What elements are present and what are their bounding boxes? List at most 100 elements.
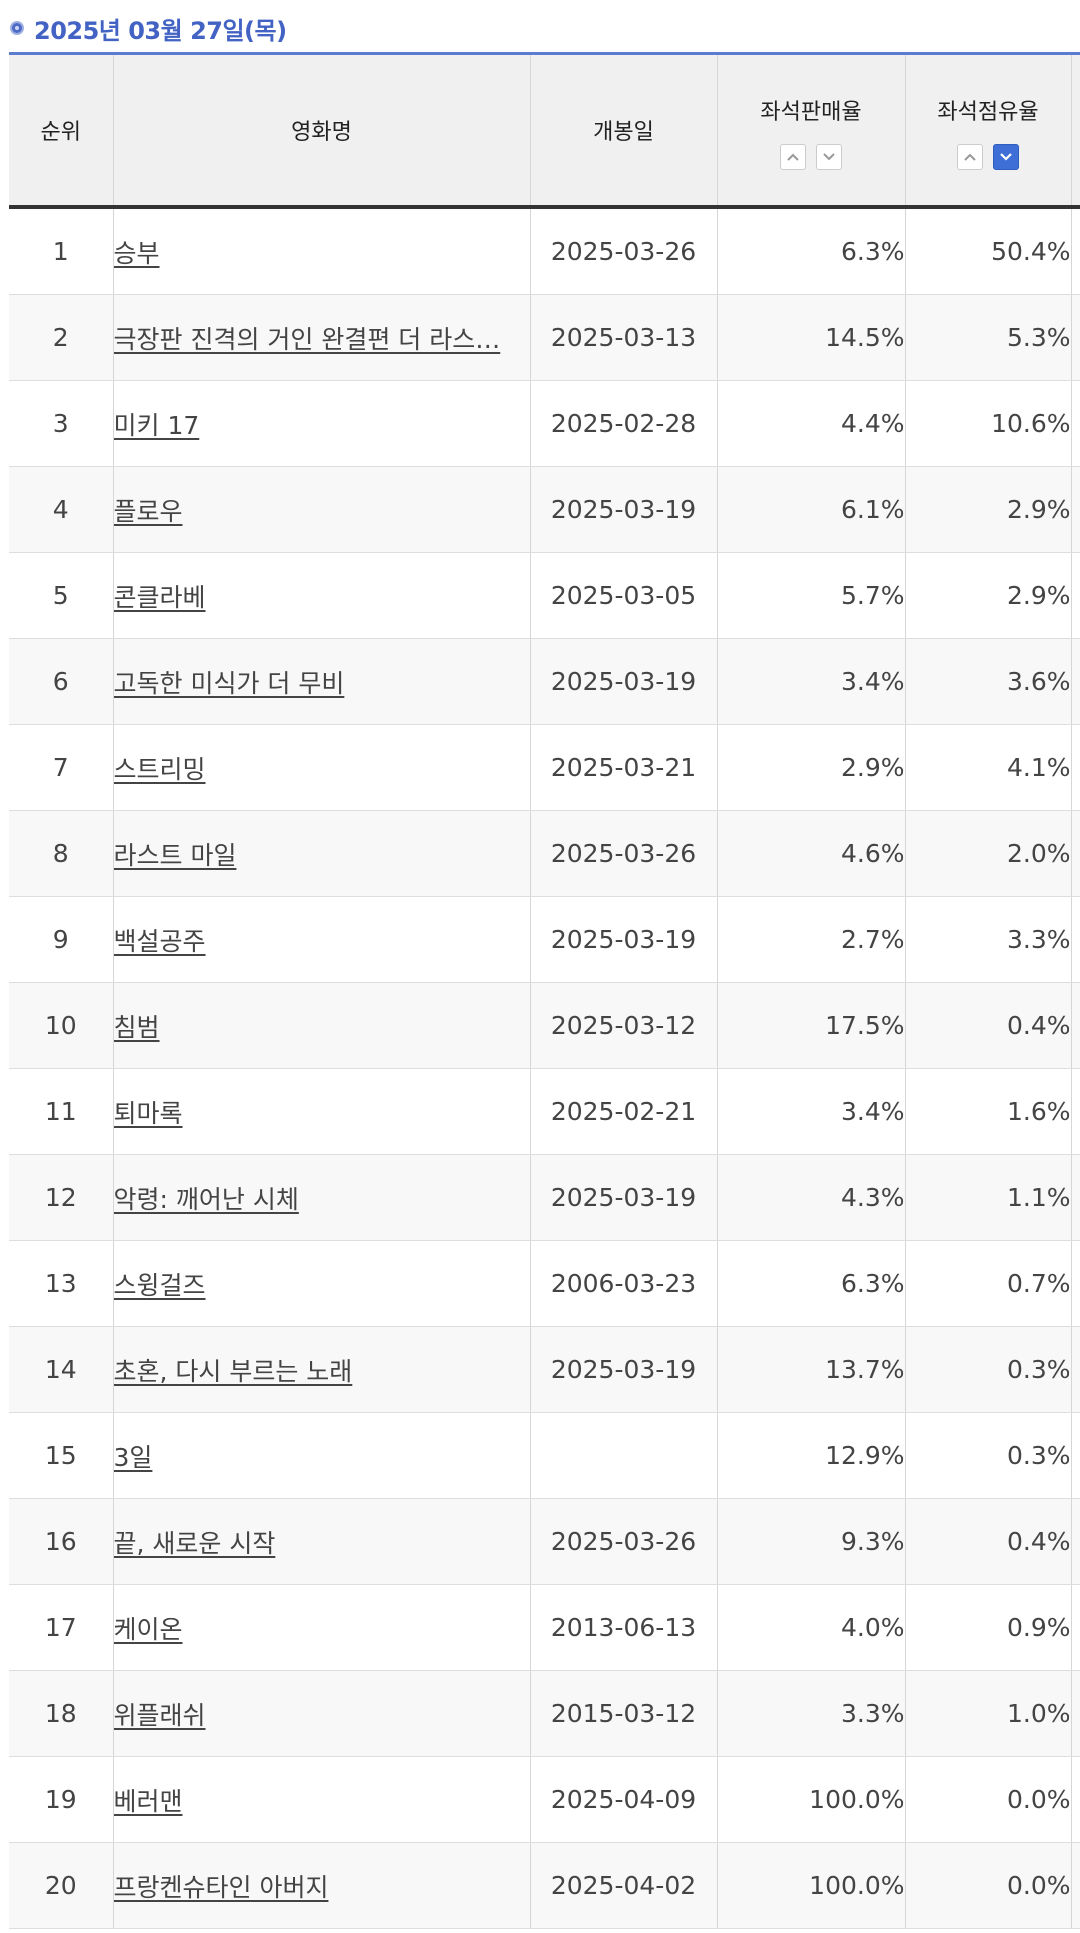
- movie-title-link[interactable]: 승부: [113, 238, 160, 268]
- col-header-extra: [1071, 55, 1080, 209]
- movie-title-link[interactable]: 악령: 깨어난 시체: [113, 1184, 299, 1214]
- sort-asc-button[interactable]: [780, 144, 806, 170]
- share-rate-cell: 3.6%: [905, 638, 1072, 725]
- movie-title-link[interactable]: 콘클라베: [113, 582, 206, 612]
- extra-cell: [1071, 207, 1080, 295]
- release-date-cell: 2025-03-19: [530, 896, 718, 983]
- sales-rate-cell: 2.7%: [717, 896, 906, 983]
- rank-cell: 14: [9, 1326, 114, 1413]
- sales-rate-cell: 4.4%: [717, 380, 906, 467]
- extra-cell: [1071, 1240, 1080, 1327]
- sales-rate-cell: 4.0%: [717, 1584, 906, 1671]
- sales-rate-cell: 4.6%: [717, 810, 906, 897]
- movie-title-link[interactable]: 플로우: [113, 496, 183, 526]
- movie-title-link[interactable]: 스트리밍: [113, 754, 206, 784]
- share-rate-cell: 2.9%: [905, 552, 1072, 639]
- sales-rate-cell: 100.0%: [717, 1842, 906, 1929]
- sort-desc-button-active[interactable]: [993, 144, 1019, 170]
- share-rate-cell: 0.3%: [905, 1412, 1072, 1499]
- release-date-cell: 2025-03-19: [530, 1154, 718, 1241]
- movie-title-link[interactable]: 베러맨: [113, 1786, 183, 1816]
- movie-title-link[interactable]: 침범: [113, 1012, 160, 1042]
- table-body: 1 승부 2025-03-26 6.3% 50.4% 2 극장판 진격의 거인 완결편 더 …: [9, 207, 1080, 1929]
- table-row: 6 고독한 미식가 더 무비 2025-03-19 3.4% 3.6%: [9, 638, 1080, 725]
- movie-title-link[interactable]: 위플래쉬: [113, 1700, 206, 1730]
- table-row: 5 콘클라베 2025-03-05 5.7% 2.9%: [9, 552, 1080, 639]
- release-date-cell: 2006-03-23: [530, 1240, 718, 1327]
- sales-rate-cell: 17.5%: [717, 982, 906, 1069]
- movie-title-link[interactable]: 퇴마록: [113, 1098, 183, 1128]
- title-cell: 극장판 진격의 거인 완결편 더 라스…: [113, 294, 531, 381]
- sort-desc-button[interactable]: [816, 144, 842, 170]
- movie-title-link[interactable]: 극장판 진격의 거인 완결편 더 라스…: [113, 324, 501, 354]
- extra-cell: [1071, 810, 1080, 897]
- sales-rate-cell: 14.5%: [717, 294, 906, 381]
- sales-rate-cell: 9.3%: [717, 1498, 906, 1585]
- table-row: 11 퇴마록 2025-02-21 3.4% 1.6%: [9, 1068, 1080, 1155]
- movie-title-link[interactable]: 미키 17: [113, 410, 200, 440]
- title-cell: 콘클라베: [113, 552, 531, 639]
- table-row: 13 스윙걸즈 2006-03-23 6.3% 0.7%: [9, 1240, 1080, 1327]
- share-rate-cell: 0.9%: [905, 1584, 1072, 1671]
- rank-cell: 1: [9, 207, 114, 295]
- release-date-cell: 2025-03-26: [530, 207, 718, 295]
- release-date-cell: 2025-02-28: [530, 380, 718, 467]
- title-cell: 라스트 마일: [113, 810, 531, 897]
- share-rate-cell: 5.3%: [905, 294, 1072, 381]
- rank-cell: 19: [9, 1756, 114, 1843]
- release-date-cell: 2025-03-13: [530, 294, 718, 381]
- release-date-cell: 2025-03-12: [530, 982, 718, 1069]
- share-rate-cell: 50.4%: [905, 207, 1072, 295]
- share-rate-cell: 0.7%: [905, 1240, 1072, 1327]
- share-rate-cell: 0.4%: [905, 1498, 1072, 1585]
- rank-cell: 17: [9, 1584, 114, 1671]
- rank-cell: 5: [9, 552, 114, 639]
- release-date-cell: 2025-03-19: [530, 638, 718, 725]
- box-office-table: 순위 영화명 개봉일 좌석판매율 좌석점유율: [9, 55, 1080, 1929]
- release-date-cell: 2025-03-26: [530, 1498, 718, 1585]
- title-cell: 백설공주: [113, 896, 531, 983]
- sales-rate-cell: 4.3%: [717, 1154, 906, 1241]
- movie-title-link[interactable]: 라스트 마일: [113, 840, 237, 870]
- movie-title-link[interactable]: 백설공주: [113, 926, 206, 956]
- share-rate-cell: 0.0%: [905, 1842, 1072, 1929]
- movie-title-link[interactable]: 초혼, 다시 부르는 노래: [113, 1356, 353, 1386]
- movie-title-link[interactable]: 3일: [113, 1442, 153, 1472]
- extra-cell: [1071, 1412, 1080, 1499]
- table-row: 19 베러맨 2025-04-09 100.0% 0.0%: [9, 1756, 1080, 1843]
- movie-title-link[interactable]: 스윙걸즈: [113, 1270, 206, 1300]
- title-cell: 스트리밍: [113, 724, 531, 811]
- rank-cell: 4: [9, 466, 114, 553]
- table-row: 12 악령: 깨어난 시체 2025-03-19 4.3% 1.1%: [9, 1154, 1080, 1241]
- table-row: 18 위플래쉬 2015-03-12 3.3% 1.0%: [9, 1670, 1080, 1757]
- table-row: 2 극장판 진격의 거인 완결편 더 라스… 2025-03-13 14.5% 5.3%: [9, 294, 1080, 381]
- col-header-share-rate: 좌석점유율: [905, 55, 1072, 209]
- release-date-cell: 2013-06-13: [530, 1584, 718, 1671]
- movie-title-link[interactable]: 고독한 미식가 더 무비: [113, 668, 345, 698]
- rank-cell: 13: [9, 1240, 114, 1327]
- table-row: 20 프랑켄슈타인 아버지 2025-04-02 100.0% 0.0%: [9, 1842, 1080, 1929]
- movie-title-link[interactable]: 프랑켄슈타인 아버지: [113, 1872, 329, 1902]
- date-label: 2025년 03월 27일(목): [34, 16, 287, 45]
- date-header: 2025년 03월 27일(목): [10, 8, 287, 48]
- col-header-rank: 순위: [9, 55, 114, 209]
- share-rate-cell: 1.6%: [905, 1068, 1072, 1155]
- share-rate-label: 좌석점유율: [937, 100, 1039, 125]
- release-date-cell: 2025-03-19: [530, 1326, 718, 1413]
- sales-rate-cell: 100.0%: [717, 1756, 906, 1843]
- sales-rate-cell: 3.4%: [717, 1068, 906, 1155]
- release-date-cell: 2015-03-12: [530, 1670, 718, 1757]
- title-cell: 악령: 깨어난 시체: [113, 1154, 531, 1241]
- sort-asc-button[interactable]: [957, 144, 983, 170]
- movie-title-link[interactable]: 케이온: [113, 1614, 183, 1644]
- sales-rate-cell: 13.7%: [717, 1326, 906, 1413]
- share-rate-cell: 0.3%: [905, 1326, 1072, 1413]
- movie-title-link[interactable]: 끝, 새로운 시작: [113, 1528, 276, 1558]
- rank-cell: 11: [9, 1068, 114, 1155]
- table-row: 1 승부 2025-03-26 6.3% 50.4%: [9, 207, 1080, 295]
- table-row: 14 초혼, 다시 부르는 노래 2025-03-19 13.7% 0.3%: [9, 1326, 1080, 1413]
- sales-rate-cell: 3.4%: [717, 638, 906, 725]
- title-cell: 승부: [113, 207, 531, 295]
- col-header-release: 개봉일: [530, 55, 718, 209]
